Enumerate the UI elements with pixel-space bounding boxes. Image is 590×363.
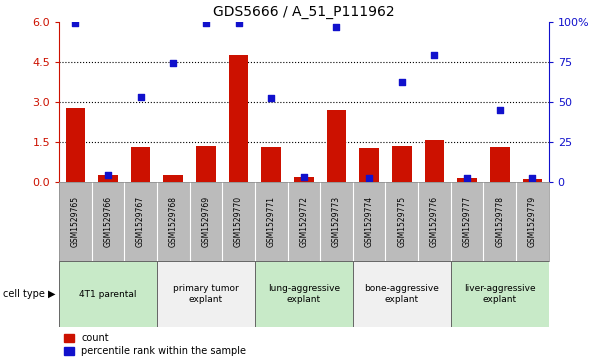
Bar (157, 261, 255, 327)
Text: GSM1529775: GSM1529775 (397, 196, 407, 247)
Text: GSM1529770: GSM1529770 (234, 196, 243, 247)
Bar (98, 175, 118, 182)
Text: GSM1529773: GSM1529773 (332, 196, 341, 247)
Text: GSM1529779: GSM1529779 (528, 196, 537, 247)
Text: bone-aggressive
explant: bone-aggressive explant (365, 284, 439, 304)
Bar (255, 261, 353, 327)
Point (365, 175, 374, 181)
Point (299, 174, 309, 180)
Text: cell type: cell type (3, 289, 45, 299)
Text: GSM1529772: GSM1529772 (299, 196, 309, 247)
Point (234, 20, 243, 26)
Bar (196, 146, 216, 182)
Bar (457, 178, 477, 182)
Bar (163, 175, 183, 182)
Bar (425, 140, 444, 182)
Point (169, 60, 178, 66)
Bar (261, 147, 281, 182)
Point (267, 95, 276, 101)
Text: GSM1529768: GSM1529768 (169, 196, 178, 247)
Bar (294, 177, 314, 182)
Bar (523, 179, 542, 182)
Bar (229, 55, 248, 182)
Bar (59, 261, 157, 327)
Point (430, 52, 439, 58)
Point (495, 107, 504, 113)
Point (71, 20, 80, 26)
Bar (392, 146, 412, 182)
Point (397, 79, 407, 85)
Text: primary tumor
explant: primary tumor explant (173, 284, 239, 304)
Point (332, 24, 341, 29)
Point (463, 175, 472, 181)
Text: GSM1529765: GSM1529765 (71, 196, 80, 247)
Point (201, 20, 211, 26)
Title: GDS5666 / A_51_P111962: GDS5666 / A_51_P111962 (213, 5, 395, 19)
Legend: count, percentile rank within the sample: count, percentile rank within the sample (64, 333, 247, 356)
Text: GSM1529774: GSM1529774 (365, 196, 373, 247)
Bar (451, 261, 549, 327)
Text: GSM1529771: GSM1529771 (267, 196, 276, 247)
Bar (131, 147, 150, 182)
Text: GSM1529777: GSM1529777 (463, 196, 471, 247)
Text: GSM1529769: GSM1529769 (201, 196, 211, 247)
Text: ▶: ▶ (48, 289, 56, 299)
Bar (359, 148, 379, 182)
Bar (490, 147, 510, 182)
Bar (327, 110, 346, 182)
Text: GSM1529776: GSM1529776 (430, 196, 439, 247)
Point (136, 94, 145, 100)
Text: lung-aggressive
explant: lung-aggressive explant (268, 284, 340, 304)
Text: GSM1529767: GSM1529767 (136, 196, 145, 247)
Bar (353, 261, 451, 327)
Point (527, 175, 537, 181)
Text: liver-aggressive
explant: liver-aggressive explant (464, 284, 536, 304)
Text: GSM1529778: GSM1529778 (495, 196, 504, 247)
Text: GSM1529766: GSM1529766 (103, 196, 113, 247)
Bar (65, 108, 85, 182)
Text: 4T1 parental: 4T1 parental (79, 290, 137, 298)
Point (103, 172, 113, 178)
